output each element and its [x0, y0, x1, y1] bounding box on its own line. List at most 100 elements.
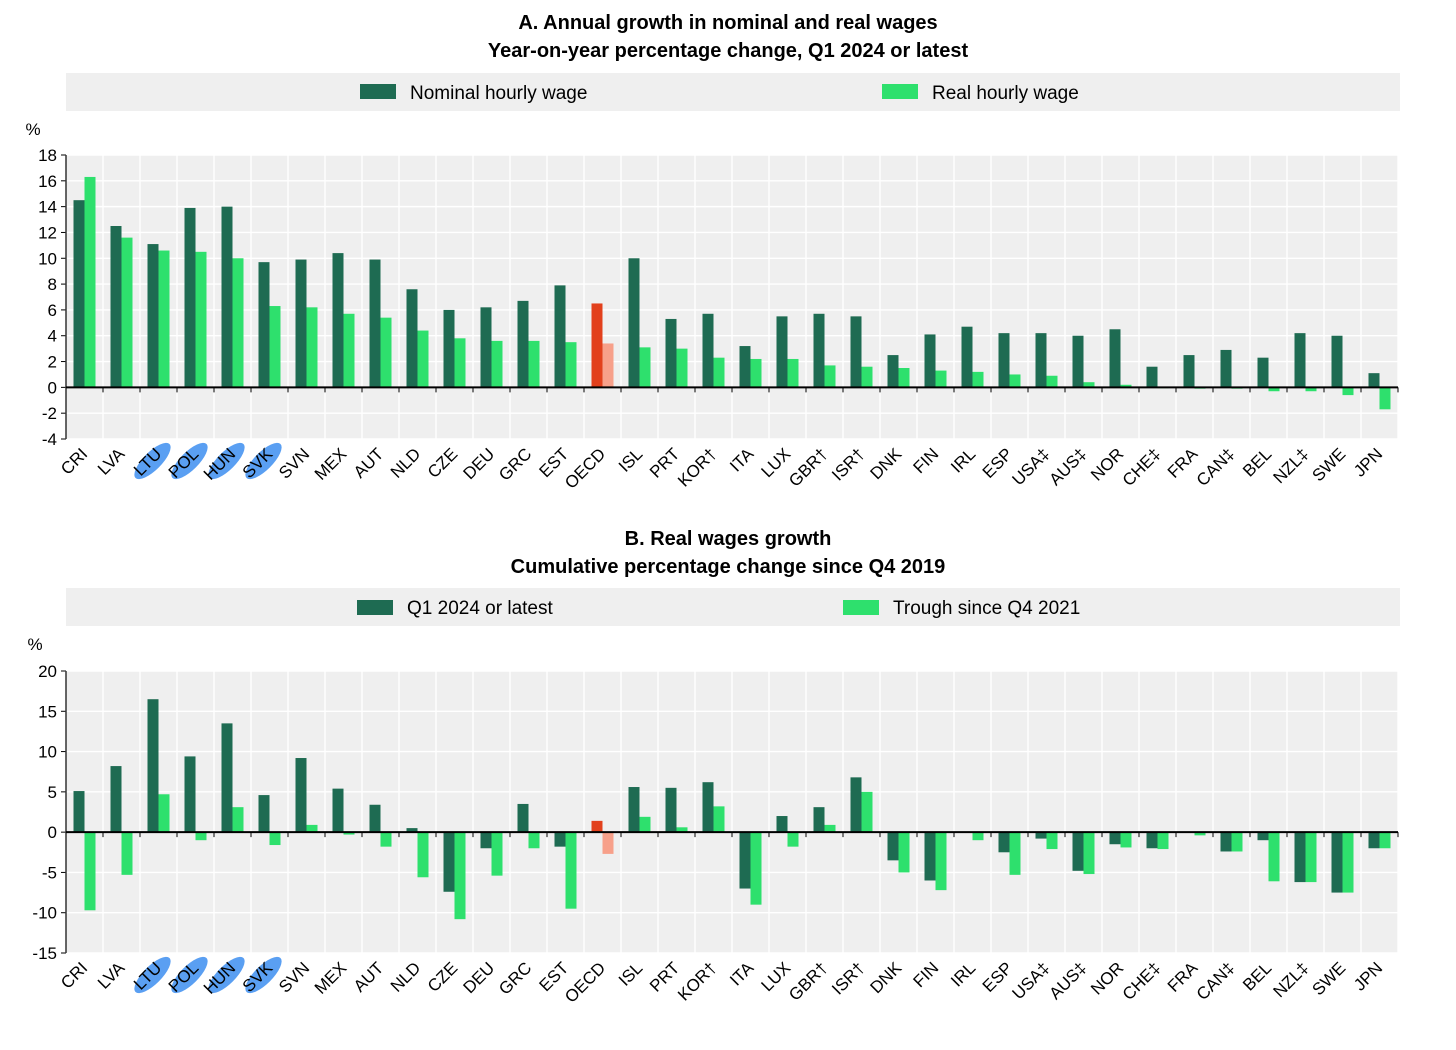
bar-s2-irl [972, 832, 984, 841]
y-tick-label: -5 [42, 863, 57, 882]
bar-s1-usa [1035, 832, 1047, 839]
bar-s2-mex [343, 313, 355, 388]
bar-s2-ita [750, 832, 762, 905]
x-tick-label: IRL [947, 958, 979, 990]
bar-s2-hun [232, 258, 244, 388]
panel-a-y-unit: % [25, 120, 40, 139]
bar-s2-svk [269, 306, 281, 388]
bar-s1-lux [776, 816, 788, 833]
x-tick-label: CHE‡ [1119, 444, 1165, 490]
y-tick-label: 5 [48, 783, 57, 802]
bar-s1-deu [480, 832, 492, 849]
y-tick-label: 14 [38, 198, 57, 217]
x-tick-label: LVA [94, 444, 129, 479]
y-tick-label: -2 [42, 404, 57, 423]
bar-s2-esp [1009, 374, 1021, 388]
bar-s2-nld [417, 832, 429, 878]
y-tick-label: -4 [42, 430, 57, 449]
bar-s2-ltu [158, 794, 170, 833]
bar-s2-lva [121, 832, 133, 875]
bar-s2-deu [491, 340, 503, 388]
bar-s1-aus [1072, 832, 1084, 871]
bar-s1-aut [369, 804, 381, 833]
x-tick-label: CZE [424, 958, 461, 995]
bar-s2-cri [84, 176, 96, 388]
highlight-marker [134, 442, 171, 480]
bar-s2-bel [1268, 387, 1280, 392]
bar-s2-aus [1083, 382, 1095, 388]
bar-s1-svn [295, 259, 307, 388]
y-tick-label: 2 [48, 353, 57, 372]
bar-s1-usa [1035, 333, 1047, 388]
bar-s2-est [565, 832, 577, 909]
x-tick-label: ISR† [828, 958, 868, 998]
bar-s2-fin [935, 832, 947, 891]
x-tick-label: AUT [350, 958, 387, 995]
bar-s1-cri [73, 791, 85, 833]
bar-s1-fin [924, 334, 936, 388]
bar-s1-kor [702, 782, 714, 833]
panel-b-subtitle: Cumulative percentage change since Q4 20… [511, 556, 946, 578]
bar-s1-lva [110, 226, 122, 388]
legend-swatch-nominal [360, 84, 396, 99]
bar-s1-nor [1109, 329, 1121, 388]
x-tick-label: DNK [867, 958, 906, 997]
x-tick-label: OECD [561, 444, 609, 492]
panel-a: A. Annual growth in nominal and real wag… [25, 12, 1400, 493]
panel-b-title: B. Real wages growth [625, 528, 832, 550]
x-tick-label: GRC [495, 444, 535, 484]
highlight-marker [208, 442, 245, 480]
x-tick-label: KOR† [674, 958, 720, 1004]
x-tick-label: JPN [1350, 444, 1386, 480]
bar-s1-nzl [1294, 333, 1306, 388]
y-tick-label: 6 [48, 301, 57, 320]
bar-s1-svn [295, 758, 307, 833]
bar-s1-kor [702, 313, 714, 388]
bar-s1-can [1220, 349, 1232, 388]
bar-s2-swe [1342, 387, 1354, 396]
bar-s2-isr [861, 366, 873, 388]
bar-s1-nzl [1294, 832, 1306, 883]
bar-s1-est [554, 832, 566, 847]
bar-s2-lux [787, 358, 799, 388]
highlight-marker [245, 442, 282, 480]
bar-s2-deu [491, 832, 503, 876]
bar-s2-cri [84, 832, 96, 911]
x-tick-label: SWE [1309, 444, 1350, 485]
highlight-marker [134, 956, 171, 994]
bar-s2-kor [713, 806, 725, 833]
x-tick-label: CRI [57, 958, 91, 992]
bar-s2-aus [1083, 832, 1095, 875]
bar-s2-nor [1120, 384, 1132, 388]
bar-s2-ita [750, 358, 762, 388]
x-tick-label: KOR† [674, 444, 720, 490]
bar-s1-nor [1109, 832, 1121, 845]
bar-s2-grc [528, 832, 540, 849]
bar-s2-pol [195, 251, 207, 388]
x-tick-label: MEX [311, 444, 350, 483]
bar-s1-esp [998, 333, 1010, 388]
bar-s1-cri [73, 200, 85, 388]
y-tick-label: 4 [48, 327, 57, 346]
bar-s1-swe [1331, 832, 1343, 893]
bar-s2-bel [1268, 832, 1280, 882]
bar-s2-nor [1120, 832, 1132, 848]
x-tick-label: CHE‡ [1119, 958, 1165, 1004]
y-tick-label: 10 [38, 743, 57, 762]
x-tick-label: AUT [350, 444, 387, 481]
bar-s1-dnk [887, 355, 899, 388]
bar-s1-ita [739, 832, 751, 889]
legend-label-q1-2024: Q1 2024 or latest [407, 598, 553, 619]
x-tick-label: ISL [615, 958, 646, 989]
bar-s2-irl [972, 371, 984, 388]
x-tick-label: GRC [495, 958, 535, 998]
legend-label-real: Real hourly wage [932, 83, 1079, 104]
bar-s2-oecd [602, 343, 614, 388]
bar-s1-isl [628, 787, 640, 833]
bar-s1-fin [924, 832, 936, 881]
bar-s1-ita [739, 346, 751, 388]
x-tick-label: OECD [561, 958, 609, 1006]
